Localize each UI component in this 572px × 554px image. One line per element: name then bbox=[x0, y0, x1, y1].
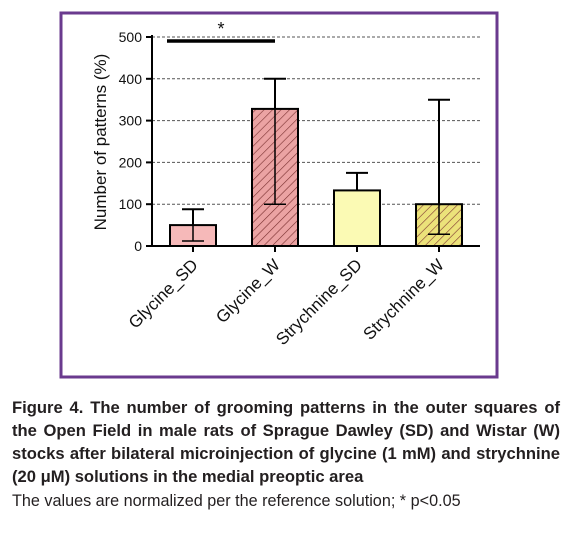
error-bar-upper bbox=[264, 77, 286, 109]
caption-title: Figure 4. The number of grooming pattern… bbox=[12, 398, 560, 486]
error-bar-lower bbox=[428, 204, 450, 236]
error-bar-upper bbox=[346, 171, 368, 191]
x-tick-label: Glycine_SD bbox=[125, 255, 202, 332]
x-tick-label: Strychnine_W bbox=[360, 255, 448, 343]
y-tick-label: 0 bbox=[134, 238, 142, 254]
x-tick-label: Glycine_W bbox=[212, 255, 284, 327]
chart: Number of patterns (%) 0 100 200 300 400 500 G… bbox=[59, 11, 499, 379]
error-bar-lower bbox=[264, 108, 286, 205]
significance-label: * bbox=[217, 19, 224, 39]
caption: Figure 4. The number of grooming pattern… bbox=[12, 396, 560, 512]
error-bar-upper bbox=[182, 208, 204, 226]
caption-note: The values are normalized per the refere… bbox=[12, 492, 461, 510]
frame bbox=[59, 11, 499, 379]
error-bar-upper bbox=[428, 98, 450, 205]
y-axis-label: Number of patterns (%) bbox=[91, 54, 110, 231]
bar bbox=[333, 189, 381, 248]
x-tick-label: Strychnine_SD bbox=[272, 255, 366, 349]
y-tick-label: 300 bbox=[119, 113, 143, 129]
y-tick-label: 100 bbox=[119, 196, 143, 212]
y-tick-label: 200 bbox=[119, 154, 143, 170]
y-tick-label: 400 bbox=[119, 71, 143, 87]
y-tick-label: 500 bbox=[119, 29, 143, 45]
error-bar-lower bbox=[182, 225, 204, 242]
